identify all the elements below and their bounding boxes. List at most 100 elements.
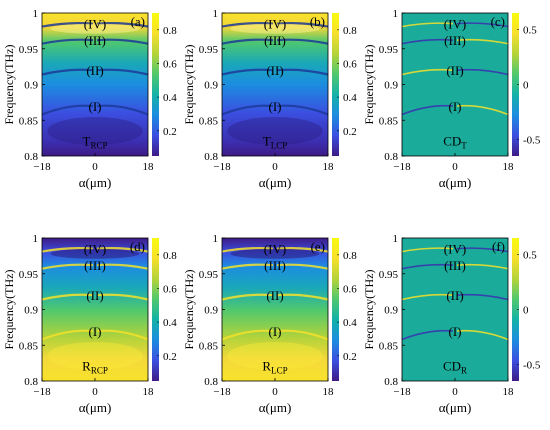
y-tick-label: 0.8 [204,376,218,388]
x-tick-label: 18 [503,386,515,398]
quantity-label: TRCP [83,133,108,150]
colorbar [512,13,519,156]
mode-band-right [456,329,509,341]
mode-band-right [456,68,509,76]
colorbar-tick-label: 0.4 [163,317,177,329]
y-tick-label: 0.85 [199,340,219,352]
y-tick-label: 0.85 [199,115,219,127]
panel-letter: (a) [131,14,145,29]
y-tick-label: 0.8 [384,376,398,388]
x-tick-label: 18 [143,161,155,173]
panel-letter: (e) [311,239,325,254]
mode-band-right [276,263,329,270]
mode-label: (III) [84,258,106,273]
y-axis-label: Frequency(THz) [182,45,196,125]
y-tick-label: 0.95 [199,269,219,281]
mode-label: (IV) [264,17,286,32]
top-lobe [230,248,320,259]
mode-band-right [96,293,149,301]
x-tick-label: 0 [92,161,98,173]
mode-band-left [41,22,94,28]
mode-band-left [41,247,94,253]
mode-label: (IV) [444,242,466,257]
mode-band-left [401,22,454,28]
mode-label: (II) [446,63,463,78]
colorbar-tick-label: 0.2 [163,351,177,363]
mode-band-left [41,329,94,341]
y-axis-label: Frequency(THz) [2,270,16,350]
heatmap-field [402,13,508,156]
colorbar-tick-label: 0.8 [163,25,177,37]
mode-band-left [41,293,94,301]
quantity-subscript: RCP [90,140,107,150]
panel-e: (IV)(III) (II) (I) (e) RLCP 0.8 0.85 0.9 0.95 1 −1… [182,233,357,415]
quantity-subscript: RCP [91,365,108,375]
mode-band-left [41,68,94,76]
colorbar-tick-label: 0.4 [163,92,177,104]
mode-band-right [96,263,149,270]
panel-letter: (f) [492,239,505,254]
colorbar-tick-label: -0.5 [523,360,541,372]
mode-band-left [401,263,454,270]
mode-band-right [96,104,149,116]
y-tick-label: 0.9 [24,80,38,92]
quantity-subscript: R [461,365,467,375]
mode-label: (IV) [84,17,106,32]
mode-band-right [456,38,509,45]
mode-band-right [276,247,329,253]
mode-band-left [41,38,94,45]
mode-band-left [221,38,274,45]
y-tick-label: 1 [213,233,219,245]
mode-label: (II) [266,63,283,78]
mode-label: (III) [444,258,466,273]
y-tick-label: 0.9 [384,80,398,92]
mode-band-right [456,247,509,253]
mode-label: (I) [269,99,282,114]
y-axis-label: Frequency(THz) [362,45,376,125]
heatmap-field [42,13,148,156]
x-tick-label: −18 [213,386,231,398]
y-tick-label: 0.85 [379,115,399,127]
colorbar-tick-label: 0.4 [343,317,357,329]
mode-band-right [96,22,149,28]
mode-band-left [41,263,94,270]
y-tick-label: 0.95 [379,269,399,281]
mode-band-left [221,104,274,116]
mode-band-right [276,68,329,76]
y-tick-label: 0.9 [204,305,218,317]
mode-label: (III) [264,33,286,48]
quantity-main: T [263,133,271,148]
mode-label: (II) [86,288,103,303]
colorbar-tick-label: 0.6 [343,283,357,295]
x-tick-label: 18 [503,161,515,173]
colorbar-tick-label: 0.8 [343,250,357,262]
x-axis-label: α(μm) [439,400,472,415]
panel-d: (IV)(III) (II) (I) (d) RRCP 0.8 0.85 0.9 0.95 1 −1… [2,233,177,415]
colorbar-tick-label: 0.6 [163,283,177,295]
mode-label: (I) [89,99,102,114]
x-axis-label: α(μm) [79,400,112,415]
heatmap-field [222,13,328,156]
panel-letter: (c) [491,14,505,29]
panel-letter: (b) [310,14,325,29]
x-tick-label: 0 [92,386,98,398]
x-tick-label: 0 [452,161,458,173]
mode-band-right [456,263,509,270]
colorbar-tick-label: 0.4 [343,92,357,104]
mode-band-left [221,247,274,253]
y-tick-label: 0.9 [24,305,38,317]
mode-band-left [401,329,454,341]
quantity-subscript: T [461,140,467,150]
mode-band-left [401,38,454,45]
colorbar-tick-label: 0 [523,80,529,92]
mode-label: (II) [446,288,463,303]
mode-band-right [276,104,329,116]
mode-band-right [96,68,149,76]
colorbar-tick-label: 0.8 [163,250,177,262]
x-tick-label: 0 [452,386,458,398]
colorbar-tick-label: 0.6 [343,58,357,70]
panel-c: (IV)(III) (II) (I) (c) CDT 0.8 0.85 0.9 0.95 1 −18… [362,8,541,190]
y-tick-label: 0.95 [19,269,39,281]
low-lobe [47,341,143,370]
mode-band-right [276,293,329,301]
